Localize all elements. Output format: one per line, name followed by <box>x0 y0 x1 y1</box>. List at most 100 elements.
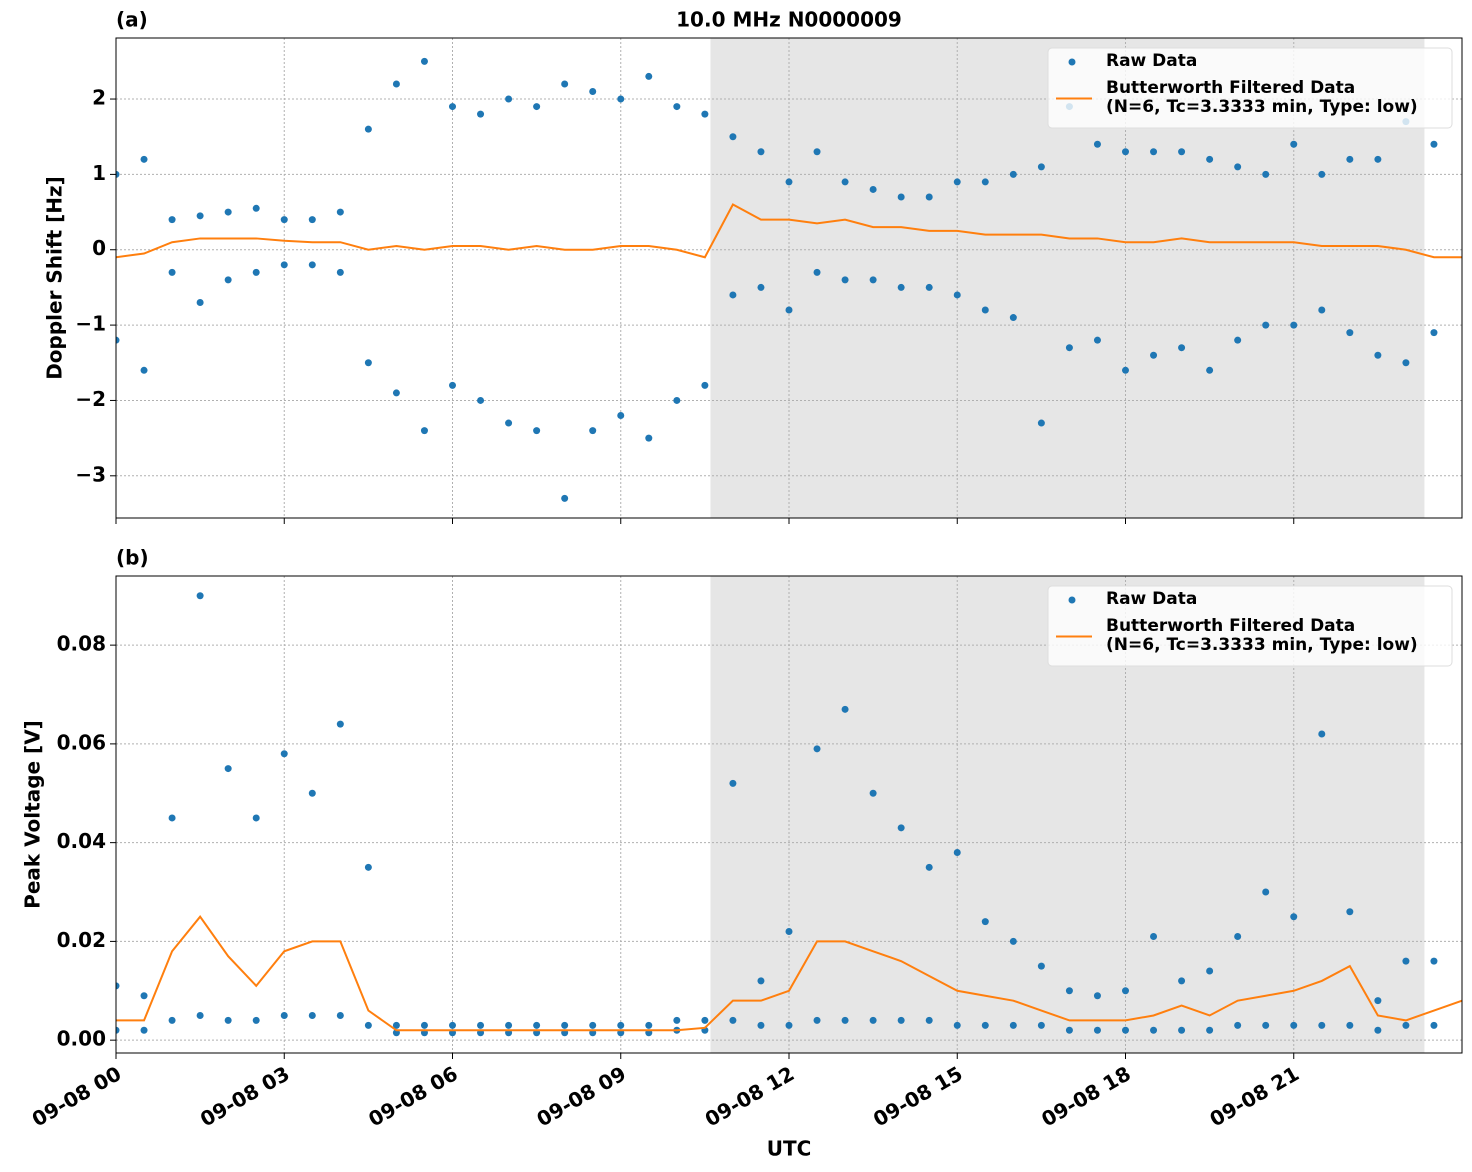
x-tick-label: 09-08 21 <box>1205 1061 1303 1131</box>
raw-point <box>561 494 569 502</box>
raw-point <box>140 155 148 163</box>
raw-point <box>1374 155 1382 163</box>
raw-point <box>841 705 849 713</box>
raw-point <box>505 95 513 103</box>
y-tick-label: 0 <box>92 236 106 260</box>
raw-point <box>897 1016 905 1024</box>
raw-point <box>729 133 737 141</box>
raw-point <box>449 103 456 111</box>
raw-point <box>1262 888 1270 896</box>
raw-point <box>1262 170 1270 178</box>
y-tick-label: −3 <box>75 462 106 486</box>
raw-point <box>1065 344 1073 352</box>
raw-point <box>252 268 260 276</box>
raw-point <box>1122 148 1129 156</box>
raw-point <box>1150 932 1158 940</box>
raw-point <box>953 849 961 857</box>
raw-point <box>1318 306 1326 314</box>
raw-point <box>701 381 709 389</box>
raw-point <box>196 1011 204 1019</box>
legend-label: Butterworth Filtered Data (N=6, Tc=3.333… <box>1106 79 1418 117</box>
raw-point <box>981 918 989 926</box>
raw-point <box>1150 351 1158 359</box>
raw-point <box>785 178 793 186</box>
raw-point <box>1234 163 1242 171</box>
raw-point <box>841 276 849 284</box>
raw-point <box>280 750 288 758</box>
legend-label: Raw Data <box>1106 590 1198 609</box>
x-tick-label: 09-08 00 <box>28 1061 126 1131</box>
raw-point <box>869 789 877 797</box>
raw-point <box>981 1021 989 1029</box>
raw-point <box>813 268 821 276</box>
raw-point <box>1150 148 1158 156</box>
raw-point <box>617 412 625 420</box>
raw-point <box>645 72 653 80</box>
legend-entry: Raw Data <box>1106 52 1197 71</box>
legend-box <box>1047 47 1453 129</box>
x-tick-label: 09-08 03 <box>196 1061 294 1131</box>
raw-point <box>897 283 905 291</box>
raw-point <box>841 1016 849 1024</box>
raw-point <box>729 291 737 299</box>
raw-point <box>308 789 316 797</box>
raw-point <box>1234 1021 1242 1029</box>
raw-point <box>1430 1021 1438 1029</box>
raw-point <box>477 110 485 118</box>
raw-point <box>392 1021 400 1029</box>
raw-point <box>280 261 288 269</box>
raw-point <box>1318 170 1326 178</box>
raw-point <box>561 80 569 88</box>
raw-point <box>1009 314 1017 322</box>
chart-title: 10.0 MHz N0000009 <box>676 8 902 32</box>
raw-point <box>1346 329 1354 337</box>
plot-frame <box>115 37 1463 519</box>
raw-point <box>140 992 148 1000</box>
raw-point <box>1318 730 1326 738</box>
raw-point <box>561 1021 569 1029</box>
y-tick-label: 0.00 <box>57 1027 106 1051</box>
raw-point <box>140 366 148 374</box>
raw-point <box>1262 321 1270 329</box>
raw-point <box>1093 1026 1101 1034</box>
raw-point <box>224 276 232 284</box>
raw-point <box>280 216 288 224</box>
raw-point <box>869 185 877 193</box>
raw-point <box>981 178 989 186</box>
raw-point <box>252 814 260 822</box>
raw-point <box>477 396 485 404</box>
legend-marker <box>1068 596 1076 604</box>
raw-point <box>1318 1021 1326 1029</box>
y-tick-label: 0.06 <box>57 730 106 754</box>
raw-point <box>533 103 541 111</box>
raw-point <box>336 1011 344 1019</box>
raw-point <box>645 1021 653 1029</box>
raw-point <box>1206 1026 1214 1034</box>
raw-point <box>140 1026 148 1034</box>
plot-frame <box>115 575 1463 1054</box>
raw-point <box>1009 170 1017 178</box>
filtered-line <box>116 915 1462 1032</box>
raw-point <box>925 1016 933 1024</box>
raw-point <box>1037 419 1045 427</box>
y-axis-label: Doppler Shift [Hz] <box>43 176 67 380</box>
x-tick-label: 09-08 06 <box>364 1061 462 1131</box>
raw-point <box>729 779 737 787</box>
raw-point <box>953 291 961 299</box>
raw-point <box>1037 1021 1045 1029</box>
raw-point <box>1346 1021 1354 1029</box>
x-tick-label: 09-08 09 <box>532 1061 630 1131</box>
legend-marker <box>1068 58 1076 66</box>
raw-point <box>1430 329 1438 337</box>
raw-point <box>673 103 681 111</box>
raw-point <box>757 977 765 985</box>
raw-point <box>897 193 905 201</box>
filtered-line <box>116 203 1462 259</box>
raw-point <box>981 306 989 314</box>
raw-point <box>252 1016 260 1024</box>
raw-point <box>116 982 120 990</box>
raw-point <box>1290 1021 1298 1029</box>
raw-point <box>1009 937 1017 945</box>
raw-point <box>336 720 344 728</box>
